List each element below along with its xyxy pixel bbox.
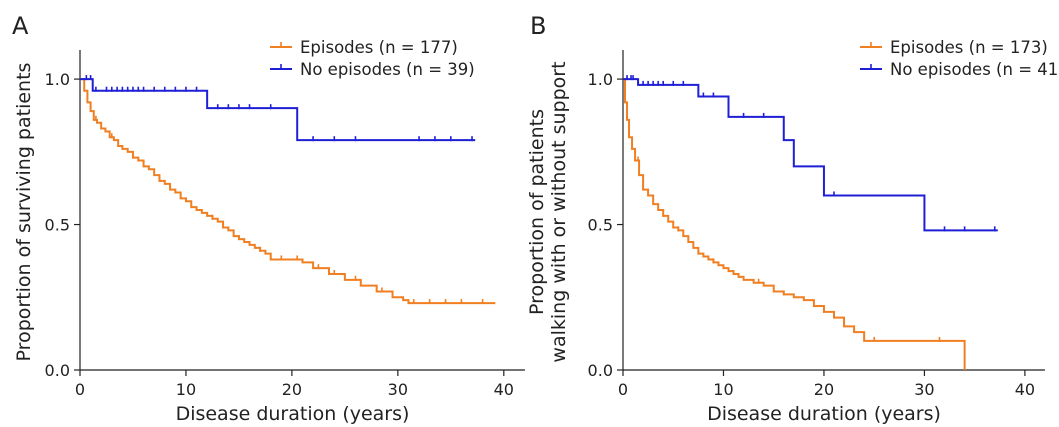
x-tick-label: 30	[914, 380, 934, 399]
y-tick-label: 0.0	[588, 361, 613, 380]
chart-panel-a: A 0 10 20 30 40 0.0 0.5 1.0 Disease duration (ye…	[12, 12, 525, 425]
chart-panel-b: B 0 10 20 30 40 0.0 0.5 1.0 Disease duration (ye…	[526, 12, 1059, 425]
y-tick-label: 0.0	[45, 361, 70, 380]
x-axis-title: Disease duration (years)	[707, 403, 941, 425]
x-tick-label: 30	[388, 380, 408, 399]
legend-label-no-episodes: No episodes (n = 39)	[300, 60, 475, 79]
x-tick-label: 10	[176, 380, 196, 399]
x-tick-label: 0	[618, 380, 628, 399]
y-tick-label: 1.0	[45, 70, 70, 89]
series-line-no-episodes	[623, 78, 998, 232]
series-line-episodes	[623, 78, 966, 370]
x-tick-label: 10	[713, 380, 733, 399]
x-tick-label: 20	[814, 380, 834, 399]
y-tick-label: 0.5	[588, 216, 613, 235]
y-axis-title-line: Proportion of patients	[526, 109, 548, 315]
legend-label-no-episodes: No episodes (n = 41)	[890, 60, 1059, 79]
y-axis-title-line: walking with or without support	[548, 61, 570, 362]
x-axis-title: Disease duration (years)	[176, 403, 410, 425]
y-axis-title: Proportion of patientswalking with or wi…	[526, 61, 570, 362]
series-line-episodes	[80, 78, 496, 305]
y-axis-title: Proportion of surviving patients	[13, 63, 35, 362]
panel-letter-a: A	[12, 12, 29, 40]
panel-letter-b: B	[530, 12, 546, 40]
x-tick-label: 0	[75, 380, 85, 399]
legend-label-episodes: Episodes (n = 177)	[300, 38, 458, 57]
y-tick-label: 0.5	[45, 216, 70, 235]
x-tick-label: 40	[494, 380, 514, 399]
x-tick-label: 40	[1015, 380, 1035, 399]
series-line-no-episodes	[80, 78, 476, 142]
y-tick-label: 1.0	[588, 70, 613, 89]
legend-label-episodes: Episodes (n = 173)	[890, 38, 1048, 57]
x-tick-label: 20	[282, 380, 302, 399]
